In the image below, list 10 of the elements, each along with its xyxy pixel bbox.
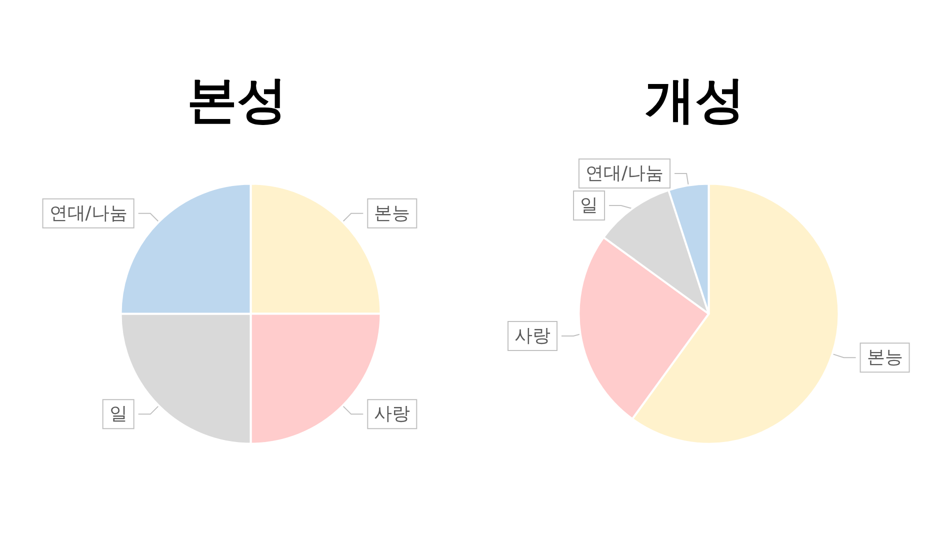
slice-label: 본능 (374, 202, 410, 224)
slice-label: 일 (109, 404, 128, 425)
slice-label: 본능 (866, 347, 903, 368)
slice-label: 사랑 (374, 404, 410, 425)
chart-title: 개성 (645, 71, 745, 129)
slice-label: 사랑 (514, 325, 550, 346)
slice-label: 연대/나눔 (585, 163, 664, 184)
slice-label: 일 (580, 195, 598, 216)
slice-label: 연대/나눔 (49, 202, 128, 224)
chart-title: 본성 (187, 71, 287, 129)
